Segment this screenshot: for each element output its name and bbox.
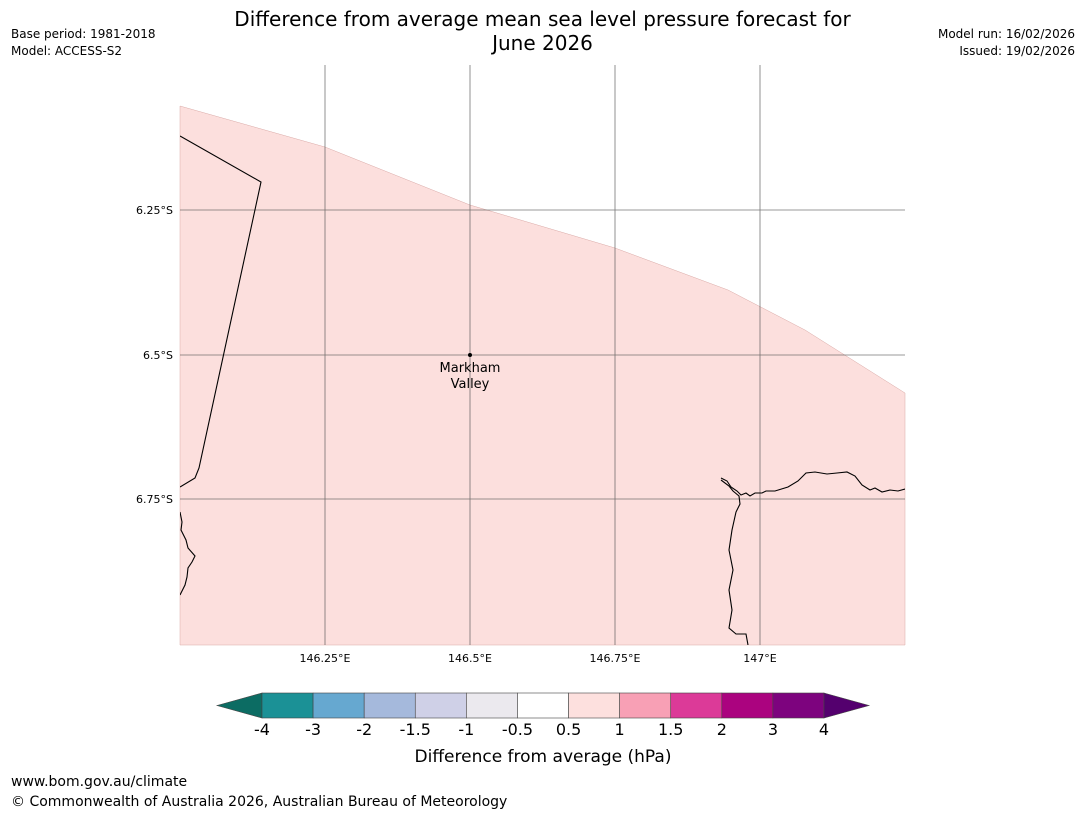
colorbar-bin [619,692,672,719]
footer-copyright: © Commonwealth of Australia 2026, Austra… [11,794,508,810]
model-run: Model run: 16/02/2026 [937,27,1075,41]
colorbar-tick-label: -4 [254,720,270,739]
colorbar-tick-label: -0.5 [502,720,533,739]
footer-url[interactable]: www.bom.gov.au/climate [11,774,188,790]
coastline-west [180,511,196,596]
location-label-line1: Markham [440,361,501,376]
colorbar-tick-label: 2 [717,720,727,739]
lat-tick-label: 6.25°S [136,204,173,217]
colorbar-bin [568,692,620,719]
colorbar-label: Difference from average (hPa) [415,747,672,767]
lat-tick-labels: 6.25°S 6.5°S 6.75°S [136,204,173,506]
colorbar-tick-label: 1.5 [658,720,683,739]
lon-tick-label: 146.25°E [300,652,351,665]
lon-tick-label: 146.5°E [448,652,492,665]
colorbar-bin [721,692,774,719]
colorbar-extend-over [823,692,871,719]
colorbar-tick-label: 1 [615,720,625,739]
base-period: Base period: 1981-2018 [11,27,156,41]
colorbar-tick-label: -1.5 [400,720,431,739]
model-name: Model: ACCESS-S2 [11,44,123,58]
colorbar-bin [772,692,825,719]
coastline-river-south [720,479,749,645]
colorbar-bin [466,692,518,719]
lat-tick-label: 6.5°S [143,349,173,362]
location-label-line2: Valley [451,377,490,392]
title-line-1: Difference from average mean sea level p… [234,7,851,31]
colorbar-tick-label: -1 [458,720,474,739]
province-border-line [180,135,262,488]
colorbar-bin [414,692,467,719]
lon-tick-label: 146.75°E [590,652,641,665]
lon-tick-label: 147°E [743,652,776,665]
lon-tick-labels: 146.25°E 146.5°E 146.75°E 147°E [300,652,777,665]
colorbar-tick-label: 4 [819,720,829,739]
location-marker [468,353,472,357]
colorbar-bin [261,692,314,719]
meta-right: Model run: 16/02/2026 Issued: 19/02/2026 [938,26,1075,60]
meta-left: Base period: 1981-2018 Model: ACCESS-S2 [11,26,156,60]
colorbar-tick-label: 3 [768,720,778,739]
colorbar-bin [363,692,416,719]
colorbar [215,692,871,719]
colorbar-extend-under [215,692,263,719]
colorbar-tick-label: 0.5 [556,720,581,739]
page-title: Difference from average mean sea level p… [180,7,905,55]
title-line-2: June 2026 [492,31,593,55]
colorbar-tick-label: -2 [356,720,372,739]
gridlines [180,65,905,645]
colorbar-tick-labels: -4 -3 -2 -1.5 -1 -0.5 0.5 1 1.5 2 3 4 [254,720,829,739]
colorbar-bin [670,692,723,719]
anomaly-fill-region [179,105,906,646]
lat-tick-label: 6.75°S [136,493,173,506]
colorbar-bin [517,692,569,719]
colorbar-tick-label: -3 [305,720,321,739]
colorbar-bin [312,692,365,719]
issued-date: Issued: 19/02/2026 [959,44,1075,58]
coastline-huon-gulf [720,471,905,497]
